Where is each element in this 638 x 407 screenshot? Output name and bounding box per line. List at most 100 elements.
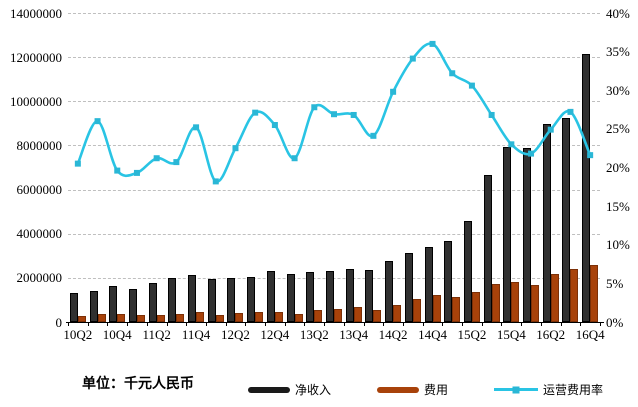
bar-net-revenue-11Q1 [128, 288, 137, 322]
gridline-8000000 [68, 145, 600, 147]
x-axis-tick [481, 322, 483, 326]
x-label-14Q4: 14Q4 [418, 327, 447, 342]
x-axis-tick [422, 322, 424, 326]
marker-12Q3 [252, 109, 259, 116]
bar-expense-14Q1 [373, 310, 382, 322]
bar-net-revenue-16Q2 [542, 124, 551, 322]
marker-14Q1 [370, 132, 377, 139]
x-axis-tick [343, 322, 345, 326]
bar-net-revenue-16Q4 [582, 53, 591, 322]
x-axis-tick [580, 322, 582, 326]
right-axis-tick-20%: 20% [606, 160, 630, 175]
bar-net-revenue-15Q1 [444, 241, 453, 322]
right-axis-tick-40%: 40% [606, 5, 630, 21]
x-label-16Q4: 16Q4 [575, 327, 605, 342]
legend-item-expense-rate: 运营费用率 [494, 381, 603, 398]
bar-net-revenue-12Q2 [227, 277, 236, 322]
bar-net-revenue-11Q2 [148, 283, 157, 322]
legend-item-expense: 费用 [377, 381, 448, 398]
marker-12Q1 [212, 178, 219, 185]
bar-expense-14Q4 [432, 295, 441, 322]
right-axis-tick-0%: 0% [606, 314, 624, 330]
bar-net-revenue-14Q4 [424, 246, 433, 322]
bar-expense-16Q1 [531, 285, 540, 322]
bar-net-revenue-14Q3 [404, 253, 413, 322]
right-axis-tick-25%: 25% [606, 121, 630, 137]
unit-footnote: 单位：千元人民币 [82, 375, 194, 391]
bar-net-revenue-10Q2 [69, 293, 78, 322]
y-axis-tick-0: 0 [55, 314, 63, 330]
x-axis-tick [245, 322, 247, 326]
x-axis-tick [304, 322, 306, 326]
bar-net-revenue-14Q2 [385, 261, 394, 322]
gridline-4000000 [68, 233, 600, 235]
bar-net-revenue-16Q1 [523, 147, 532, 322]
marker-15Q3 [488, 111, 495, 118]
x-axis-tick [284, 322, 286, 326]
x-axis-tick [540, 322, 542, 326]
x-label-15Q4: 15Q4 [496, 327, 526, 342]
marker-15Q4 [508, 141, 515, 148]
bar-net-revenue-15Q2 [463, 221, 472, 322]
x-label-13Q2: 13Q2 [299, 327, 329, 342]
gridline-14000000 [68, 13, 600, 14]
expense-rate-line [74, 40, 594, 185]
marker-13Q2 [311, 104, 318, 111]
x-axis-tick [363, 322, 365, 326]
bar-expense-10Q2 [77, 316, 86, 322]
x-axis-tick [107, 322, 109, 326]
bar-net-revenue-13Q3 [326, 270, 334, 322]
x-label-10Q4: 10Q4 [102, 327, 132, 342]
bar-net-revenue-13Q4 [345, 268, 354, 322]
x-axis-tick [265, 322, 267, 326]
gridline-6000000 [68, 189, 600, 191]
x-label-14Q2: 14Q2 [378, 327, 408, 342]
x-axis-tick [186, 322, 188, 326]
x-axis-tick [462, 322, 464, 326]
right-axis-tick-10%: 10% [606, 237, 630, 253]
bar-expense-15Q4 [511, 282, 520, 322]
y-axis-tick-8000000: 8000000 [16, 137, 63, 153]
y-axis-tick-14000000: 14000000 [10, 5, 62, 21]
marker-14Q2 [390, 88, 397, 95]
bar-expense-12Q1 [215, 314, 224, 322]
x-axis-tick [560, 322, 562, 326]
bar-expense-11Q1 [136, 315, 145, 322]
bar-expense-15Q2 [471, 291, 480, 322]
marker-16Q3 [567, 108, 574, 115]
bar-expense-16Q2 [550, 273, 559, 322]
marker-15Q1 [449, 70, 456, 77]
bar-expense-16Q3 [570, 268, 579, 322]
y-axis-tick-10000000: 10000000 [10, 93, 62, 109]
marker-16Q4 [587, 152, 594, 159]
bar-expense-12Q4 [274, 311, 283, 322]
right-axis-tick-5%: 5% [606, 275, 624, 291]
bar-net-revenue-11Q4 [188, 275, 197, 322]
bar-net-revenue-10Q4 [109, 286, 118, 322]
bar-net-revenue-15Q4 [503, 146, 512, 322]
legend: 净收入 费用 运营费用率 [248, 381, 603, 398]
bar-net-revenue-12Q1 [207, 278, 216, 322]
bar-net-revenue-15Q3 [483, 174, 492, 322]
bar-expense-13Q3 [334, 308, 342, 322]
marker-13Q3 [331, 111, 337, 118]
x-axis-tick [600, 322, 601, 326]
x-label-16Q2: 16Q2 [536, 327, 566, 342]
plot-area: 10Q2 10Q4 11Q2 11Q4 12Q2 12Q4 13Q2 13Q4 14Q2 14Q4… [63, 13, 605, 342]
x-axis-tick [383, 322, 385, 326]
bar-net-revenue-13Q2 [306, 272, 315, 322]
x-label-15Q2: 15Q2 [457, 327, 487, 342]
legend-item-net-revenue: 净收入 [248, 381, 331, 398]
x-label-11Q4: 11Q4 [181, 327, 211, 342]
x-axis-tick [146, 322, 148, 326]
bar-net-revenue-10Q3 [89, 291, 98, 322]
x-axis-line [66, 322, 604, 323]
legend-label-net-revenue: 净收入 [295, 383, 332, 397]
x-axis-tick [521, 322, 523, 326]
x-label-12Q2: 12Q2 [221, 327, 250, 342]
gridline-10000000 [68, 101, 600, 103]
marker-13Q1 [291, 155, 298, 162]
x-label-11Q2: 11Q2 [142, 327, 171, 342]
x-axis-tick [166, 322, 168, 326]
